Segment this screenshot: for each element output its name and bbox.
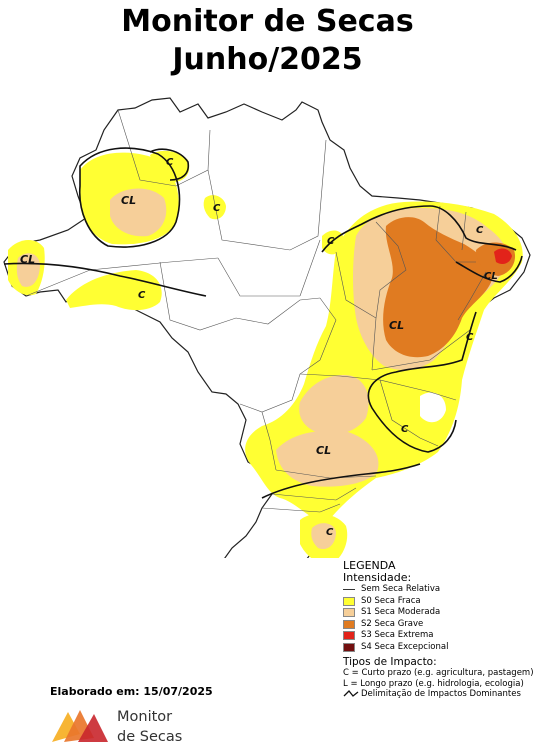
logo-text-line1: Monitor <box>117 709 173 725</box>
legend-impact-title: Tipos de Impacto: <box>343 656 437 668</box>
legend-item: S1 Seca Moderada <box>343 607 533 619</box>
legend-impact-long: L = Longo prazo (e.g. hidrologia, ecolog… <box>343 678 524 689</box>
s3-regions <box>494 248 512 264</box>
impact-delimitation-lines <box>3 147 523 499</box>
legend-item: S4 Seca Excepcional <box>343 642 533 654</box>
legend-item-label: S4 Seca Excepcional <box>361 641 449 652</box>
label-cl-acre: CL <box>20 253 35 266</box>
label-c-roraima: C <box>166 157 174 168</box>
label-c-rio-grande-sul: C <box>326 527 334 538</box>
legend-swatch <box>343 631 355 640</box>
legend-item: S3 Seca Extrema <box>343 630 533 642</box>
legend-swatch <box>343 619 355 629</box>
legend: LEGENDA Intensidade: Sem Seca Relativa S… <box>343 559 534 700</box>
legend-item: Sem Seca Relativa <box>343 584 533 596</box>
state-borders <box>25 109 487 513</box>
legend-item-label: Sem Seca Relativa <box>361 584 441 594</box>
map-title: Monitor de Secas <box>121 4 414 39</box>
legend-item-label: S2 Seca Grave <box>361 618 424 629</box>
legend-swatch <box>343 608 355 617</box>
legend-intensity-title: Intensidade: <box>343 571 412 584</box>
logo-text-line2: de Secas <box>117 729 183 745</box>
legend-delimitation-label: Delimitação de Impactos Dominantes <box>361 689 521 699</box>
label-cl-bahia: CL <box>389 319 404 332</box>
legend-swatch <box>343 589 355 590</box>
brazil-drought-map: CL C CL C C C C CL CL C C CL C <box>3 97 531 558</box>
logo-text: Monitor de Secas <box>117 707 182 747</box>
label-cl-sao-paulo: CL <box>316 444 331 457</box>
label-c-para: C <box>327 236 335 247</box>
label-cl-amazonas: CL <box>121 194 136 207</box>
monitor-de-secas-logo-icon <box>52 710 108 742</box>
label-c-litoral-bahia: C <box>466 332 474 343</box>
map-subtitle-date: Junho/2025 <box>172 42 363 77</box>
legend-swatch <box>343 596 355 606</box>
label-c-rondonia: C <box>138 290 146 301</box>
label-c-amapa: C <box>213 203 221 214</box>
elaborated-date: Elaborado em: 15/07/2025 <box>50 685 213 698</box>
legend-item: S2 Seca Grave <box>343 619 533 631</box>
legend-title: LEGENDA <box>343 559 396 572</box>
label-cl-rn-pb: CL <box>484 271 498 282</box>
label-c-ceara: C <box>476 225 484 236</box>
legend-item-label: S0 Seca Fraca <box>361 595 421 606</box>
delimitation-line-icon <box>343 689 359 697</box>
legend-item-label: S1 Seca Moderada <box>361 607 441 617</box>
legend-item-label: S3 Seca Extrema <box>361 630 434 640</box>
legend-impact-short: C = Curto prazo (e.g. agricultura, pasta… <box>343 668 534 678</box>
legend-item: S0 Seca Fraca <box>343 596 533 608</box>
legend-items: Sem Seca Relativa S0 Seca Fraca S1 Seca … <box>343 584 533 653</box>
legend-delimitation: Delimitação de Impactos Dominantes <box>343 689 533 700</box>
legend-swatch <box>343 642 355 652</box>
label-c-minas: C <box>401 424 409 435</box>
